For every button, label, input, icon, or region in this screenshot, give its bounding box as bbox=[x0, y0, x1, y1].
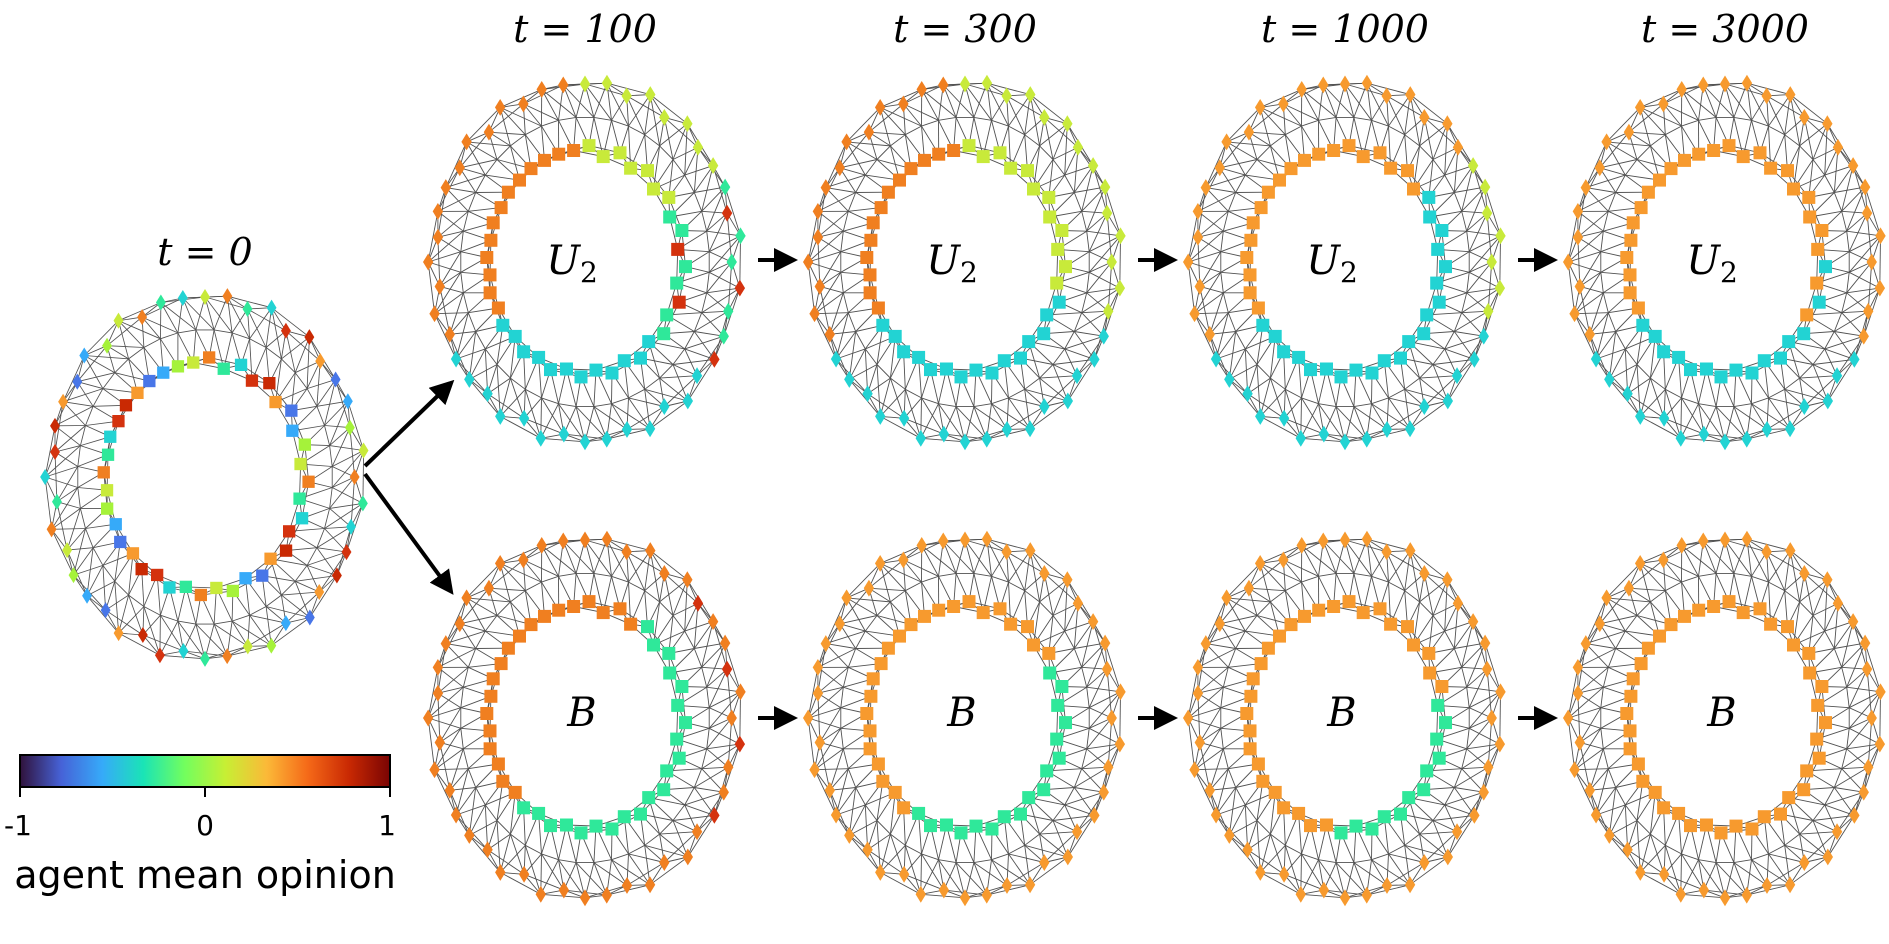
network-b-t1000 bbox=[1182, 530, 1506, 907]
network-u2-t100 bbox=[422, 74, 746, 451]
rule-label-b-2: B bbox=[946, 690, 976, 736]
network-u2-t300 bbox=[802, 74, 1126, 451]
network-b-t3000 bbox=[1562, 530, 1886, 907]
network-u2-t1000 bbox=[1182, 74, 1506, 451]
colorbar: -1 0 1 agent mean opinion bbox=[4, 754, 396, 897]
colorbar-tick-max: 1 bbox=[378, 809, 396, 842]
rule-label-b-1: B bbox=[566, 690, 596, 736]
colorbar-tick-min: -1 bbox=[4, 809, 32, 842]
initial-time-label: t = 0 bbox=[157, 230, 252, 274]
arrows bbox=[363, 248, 1558, 730]
network-u2-t3000 bbox=[1562, 74, 1886, 451]
rule-label-u2-3: U2 bbox=[1306, 238, 1358, 289]
time-label-col-1: t = 100 bbox=[513, 7, 657, 51]
time-label-col-4: t = 3000 bbox=[1641, 7, 1809, 51]
rule-label-u2-4: U2 bbox=[1686, 238, 1738, 289]
network-b-t300 bbox=[802, 530, 1126, 907]
time-label-col-2: t = 300 bbox=[893, 7, 1037, 51]
network-b-t100 bbox=[422, 530, 746, 907]
branch-arrow-up bbox=[363, 379, 455, 468]
rule-label-b-4: B bbox=[1706, 690, 1736, 736]
branch-arrow-down bbox=[363, 472, 454, 595]
rule-label-u2-2: U2 bbox=[926, 238, 978, 289]
colorbar-gradient bbox=[19, 754, 391, 788]
rule-labels: U2 U2 U2 U2 B B B B bbox=[546, 238, 1738, 736]
colorbar-title: agent mean opinion bbox=[14, 853, 396, 897]
time-label-col-3: t = 1000 bbox=[1261, 7, 1429, 51]
colorbar-tick-mid: 0 bbox=[196, 809, 214, 842]
rule-label-b-3: B bbox=[1326, 690, 1356, 736]
rule-label-u2-1: U2 bbox=[546, 238, 598, 289]
network-initial bbox=[40, 288, 369, 667]
